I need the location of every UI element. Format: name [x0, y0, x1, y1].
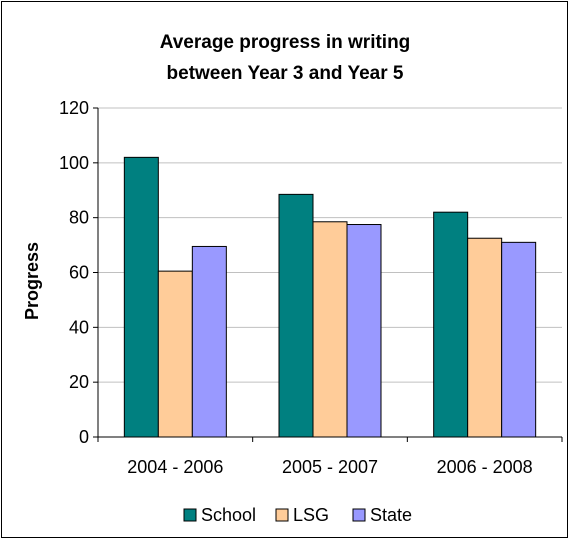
x-tick-label: 2005 - 2007: [282, 457, 378, 477]
bar-lsg-3: [467, 237, 503, 438]
legend-label-school: School: [201, 505, 256, 525]
legend: School LSG State: [183, 505, 412, 525]
y-tick-label: 120: [59, 98, 89, 118]
x-tick-label: 2004 - 2006: [127, 457, 223, 477]
x-tick-label: 2006 - 2008: [437, 457, 533, 477]
chart-title-line-2: between Year 3 and Year 5: [167, 63, 404, 84]
bars: [123, 156, 537, 438]
y-tick-label: 80: [69, 208, 89, 228]
legend-label-state: State: [370, 505, 412, 525]
bar-lsg-1: [157, 270, 193, 438]
legend-swatch-lsg: [275, 508, 289, 522]
y-tick-label: 100: [59, 153, 89, 173]
y-tick-label: 60: [69, 263, 89, 283]
chart-title-line-1: Average progress in writing: [160, 32, 411, 53]
legend-label-lsg: LSG: [293, 505, 329, 525]
y-tick-label: 20: [69, 372, 89, 392]
bar-state-3: [501, 241, 537, 438]
y-tick-label: 0: [79, 427, 89, 447]
legend-swatch-school: [183, 508, 197, 522]
bar-lsg-2: [312, 221, 348, 438]
y-axis-title: Progress: [22, 242, 42, 320]
y-tick-labels: 0 20 40 60 80 100 120: [59, 98, 89, 447]
bar-school-1: [123, 156, 159, 438]
legend-swatch-state: [352, 508, 366, 522]
chart-title: Average progress in writing between Year…: [160, 32, 411, 84]
axes: [93, 107, 563, 442]
bar-state-1: [191, 245, 227, 438]
bar-state-2: [346, 224, 382, 438]
bar-school-2: [278, 193, 314, 438]
x-tick-labels: 2004 - 2006 2005 - 2007 2006 - 2008: [127, 457, 532, 477]
y-tick-label: 40: [69, 317, 89, 337]
bar-school-3: [433, 211, 469, 438]
